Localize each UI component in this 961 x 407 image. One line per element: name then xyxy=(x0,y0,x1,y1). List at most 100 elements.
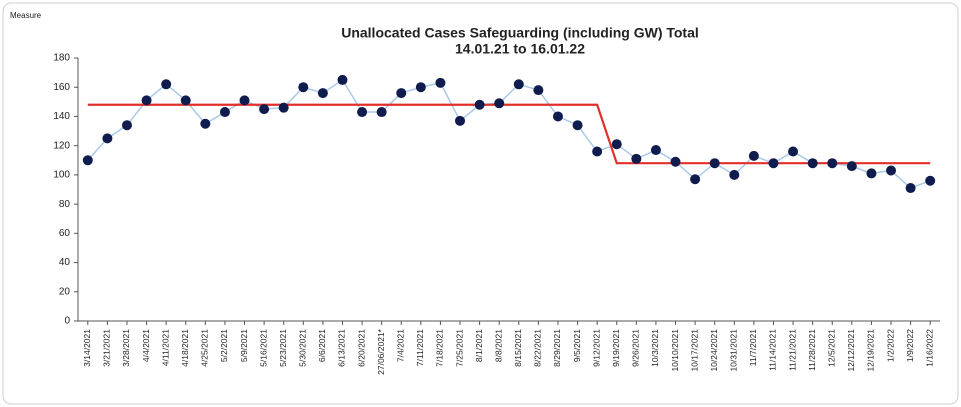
x-tick-label: 12/5/2021 xyxy=(827,329,837,367)
y-tick-label: 0 xyxy=(64,316,70,327)
y-axis-label: Measure xyxy=(10,11,42,20)
x-tick-label: 5/9/2021 xyxy=(239,329,249,362)
data-point xyxy=(572,120,583,131)
x-tick-label: 7/11/2021 xyxy=(415,329,425,366)
y-tick-label: 180 xyxy=(53,53,70,64)
x-tick-label: 6/20/2021 xyxy=(356,329,366,367)
data-point xyxy=(141,95,152,106)
data-point xyxy=(748,150,759,161)
chart-subtitle: 14.01.21 to 16.01.22 xyxy=(455,41,585,57)
data-point xyxy=(709,158,720,169)
data-point xyxy=(200,118,211,129)
data-point xyxy=(396,88,407,99)
y-tick-label: 20 xyxy=(59,286,71,297)
data-point xyxy=(827,158,838,169)
x-tick-label: 3/14/2021 xyxy=(82,329,92,367)
x-tick-label: 9/5/2021 xyxy=(572,329,582,362)
x-tick-label: 6/6/2021 xyxy=(317,329,327,362)
data-point xyxy=(278,102,289,113)
x-tick-label: 1/16/2022 xyxy=(924,329,934,367)
x-tick-label: 11/7/2021 xyxy=(748,329,758,366)
y-tick-label: 80 xyxy=(59,199,71,210)
data-point xyxy=(905,183,916,194)
data-point xyxy=(357,107,368,118)
x-tick-label: 10/24/2021 xyxy=(709,329,719,372)
x-tick-label: 1/9/2022 xyxy=(905,329,915,362)
data-point xyxy=(376,107,387,118)
data-point xyxy=(729,169,740,180)
x-tick-label: 10/3/2021 xyxy=(650,329,660,367)
x-tick-label: 5/30/2021 xyxy=(298,329,308,367)
y-tick-label: 160 xyxy=(53,82,70,93)
x-tick-label: 10/17/2021 xyxy=(689,329,699,372)
data-point xyxy=(239,95,250,106)
data-point xyxy=(455,115,466,126)
data-point xyxy=(337,74,348,85)
x-tick-label: 10/10/2021 xyxy=(670,329,680,372)
x-tick-label: 6/13/2021 xyxy=(337,329,347,367)
data-point xyxy=(513,79,524,90)
y-tick-label: 100 xyxy=(53,170,70,181)
x-tick-label: 27/06/2021* xyxy=(376,328,386,375)
data-point xyxy=(317,88,328,99)
data-point xyxy=(102,133,113,144)
data-point xyxy=(690,174,701,185)
data-point xyxy=(866,168,877,179)
data-point xyxy=(846,161,857,172)
x-tick-label: 11/28/2021 xyxy=(807,329,817,371)
data-point xyxy=(592,146,603,157)
y-tick-label: 140 xyxy=(53,111,70,122)
x-tick-label: 10/31/2021 xyxy=(729,329,739,372)
data-point xyxy=(768,158,779,169)
x-tick-label: 12/19/2021 xyxy=(866,329,876,372)
x-tick-label: 11/14/2021 xyxy=(768,329,778,371)
data-point xyxy=(552,111,563,122)
y-tick-label: 40 xyxy=(59,257,71,268)
data-point xyxy=(82,155,93,166)
x-tick-label: 5/2/2021 xyxy=(219,329,229,362)
x-tick-label: 12/12/2021 xyxy=(846,329,856,372)
x-tick-label: 5/16/2021 xyxy=(258,329,268,367)
data-point xyxy=(415,82,426,93)
data-point xyxy=(788,146,799,157)
x-tick-label: 8/29/2021 xyxy=(552,329,562,367)
data-point xyxy=(650,145,661,156)
data-point xyxy=(807,158,818,169)
x-tick-label: 4/11/2021 xyxy=(160,329,170,366)
mean-line xyxy=(87,103,931,165)
x-tick-label: 3/28/2021 xyxy=(121,329,131,367)
data-point xyxy=(219,107,230,118)
x-tick-label: 7/25/2021 xyxy=(454,329,464,367)
data-point xyxy=(298,82,309,93)
x-tick-label: 9/26/2021 xyxy=(631,329,641,367)
data-point xyxy=(925,175,936,186)
data-point xyxy=(533,85,544,96)
y-tick-label: 60 xyxy=(59,228,71,239)
data-point xyxy=(121,120,132,131)
data-point xyxy=(611,139,622,150)
x-tick-label: 8/22/2021 xyxy=(533,329,543,367)
x-tick-label: 4/4/2021 xyxy=(141,329,151,362)
x-tick-label: 8/15/2021 xyxy=(513,329,523,367)
chart-title: Unallocated Cases Safeguarding (includin… xyxy=(341,25,699,41)
data-point xyxy=(886,165,897,176)
data-point xyxy=(670,156,681,167)
x-tick-label: 7/18/2021 xyxy=(435,329,445,367)
x-tick-label: 8/1/2021 xyxy=(474,329,484,362)
data-point xyxy=(435,77,446,88)
x-tick-label: 9/12/2021 xyxy=(591,329,601,367)
x-tick-label: 7/4/2021 xyxy=(396,329,406,362)
x-tick-label: 8/8/2021 xyxy=(493,329,503,362)
x-tick-label: 1/2/2022 xyxy=(885,329,895,362)
data-point xyxy=(494,98,505,109)
y-tick-label: 120 xyxy=(53,140,70,151)
x-tick-label: 4/18/2021 xyxy=(180,329,190,367)
x-tick-label: 9/19/2021 xyxy=(611,329,621,367)
data-point xyxy=(474,99,485,110)
data-point xyxy=(180,95,191,106)
x-tick-label: 11/21/2021 xyxy=(787,329,797,371)
data-point xyxy=(161,79,172,90)
x-tick-label: 4/25/2021 xyxy=(200,329,210,367)
data-point xyxy=(631,153,642,164)
